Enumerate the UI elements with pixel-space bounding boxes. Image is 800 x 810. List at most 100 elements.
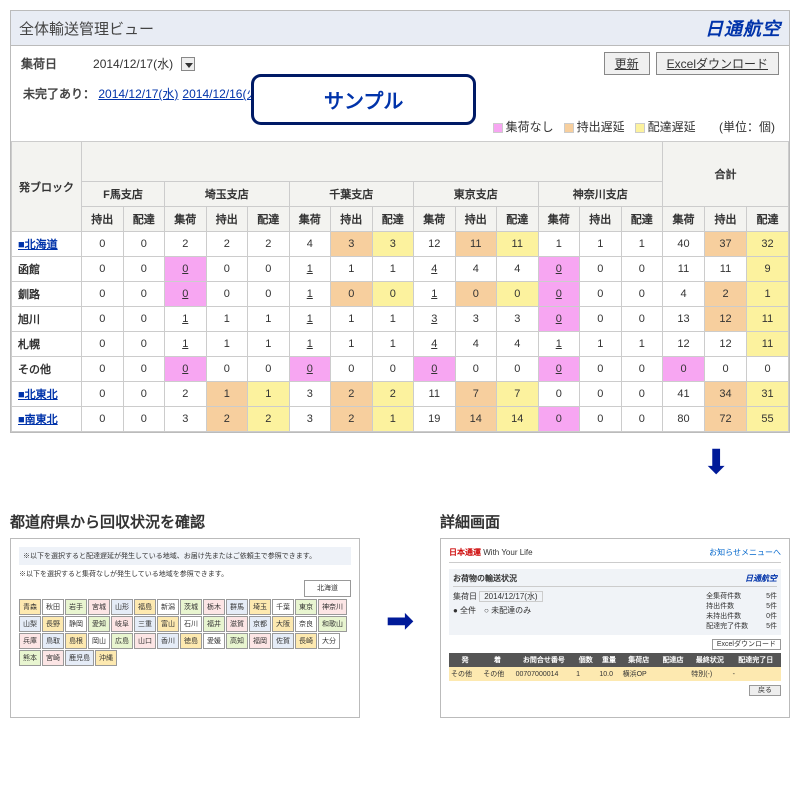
- date-label: 集荷日: [21, 55, 57, 72]
- pref-cell[interactable]: 徳島: [180, 633, 202, 649]
- pref-cell[interactable]: 埼玉: [249, 599, 271, 615]
- pref-cell[interactable]: 広島: [111, 633, 133, 649]
- row-header: 旭川: [12, 307, 82, 332]
- pref-cell[interactable]: 栃木: [203, 599, 225, 615]
- pref-cell[interactable]: 茨城: [180, 599, 202, 615]
- pref-cell[interactable]: 福岡: [249, 633, 271, 649]
- pref-cell[interactable]: 神奈川: [318, 599, 347, 615]
- data-cell: 4: [497, 257, 539, 282]
- data-cell: 0: [248, 357, 290, 382]
- map-note1: ※以下を選択すると配達遅延が発生している地域、お届け先またはご依頼主で参照できま…: [19, 547, 351, 565]
- pref-cell[interactable]: 秋田: [42, 599, 64, 615]
- data-cell: 0: [82, 357, 124, 382]
- pref-cell[interactable]: 三重: [134, 616, 156, 632]
- pref-cell[interactable]: 宮崎: [42, 650, 64, 666]
- pref-cell[interactable]: 和歌山: [318, 616, 347, 632]
- pref-cell[interactable]: 鹿児島: [65, 650, 94, 666]
- pref-cell[interactable]: 富山: [157, 616, 179, 632]
- data-cell: 14: [455, 407, 497, 432]
- pref-cell[interactable]: 奈良: [295, 616, 317, 632]
- pref-cell[interactable]: 大阪: [272, 616, 294, 632]
- legend-swatch: [635, 123, 645, 133]
- data-cell: 3: [455, 307, 497, 332]
- detail-thumb: 日本通運 With Your Life お知らせメニューへ お荷物の輸送状況 日…: [440, 538, 790, 718]
- data-cell: 3: [289, 407, 331, 432]
- pref-cell[interactable]: 長崎: [295, 633, 317, 649]
- pref-cell[interactable]: 愛知: [88, 616, 110, 632]
- data-cell: 2: [248, 232, 290, 257]
- pref-cell[interactable]: 兵庫: [19, 633, 41, 649]
- pref-cell[interactable]: 群馬: [226, 599, 248, 615]
- pref-cell[interactable]: 千葉: [272, 599, 294, 615]
- detail-back-button[interactable]: 戻る: [749, 685, 781, 696]
- pref-cell[interactable]: 岐阜: [111, 616, 133, 632]
- detail-back-link[interactable]: お知らせメニューへ: [709, 547, 781, 558]
- row-header[interactable]: ■南東北: [12, 407, 82, 432]
- data-cell: 55: [747, 407, 789, 432]
- data-cell: 1: [331, 332, 373, 357]
- row-header[interactable]: ■北海道: [12, 232, 82, 257]
- data-cell: 0: [663, 357, 705, 382]
- pref-cell[interactable]: 福島: [134, 599, 156, 615]
- branch-header: 千葉支店: [289, 182, 414, 207]
- pref-cell[interactable]: 山梨: [19, 616, 41, 632]
- pref-cell[interactable]: 静岡: [65, 616, 87, 632]
- data-cell: 0: [580, 382, 622, 407]
- detail-col: 重量: [597, 653, 620, 667]
- data-cell: 0: [372, 282, 414, 307]
- data-cell: 0: [621, 357, 663, 382]
- data-cell: 1: [289, 282, 331, 307]
- data-cell: 3: [414, 307, 456, 332]
- pref-cell[interactable]: 石川: [180, 616, 202, 632]
- map-title: 都道府県から回収状況を確認: [10, 511, 360, 532]
- legend-swatch: [564, 123, 574, 133]
- pref-cell[interactable]: 滋賀: [226, 616, 248, 632]
- update-button[interactable]: 更新: [604, 52, 650, 75]
- pref-cell[interactable]: 熊本: [19, 650, 41, 666]
- pref-cell[interactable]: 新潟: [157, 599, 179, 615]
- pref-cell[interactable]: 鳥取: [42, 633, 64, 649]
- data-cell: 2: [331, 407, 373, 432]
- pref-cell[interactable]: 京都: [249, 616, 271, 632]
- pref-cell[interactable]: 島根: [65, 633, 87, 649]
- pref-cell[interactable]: 愛媛: [203, 633, 225, 649]
- pending-date-link[interactable]: 2014/12/17(水): [98, 87, 178, 101]
- data-cell: 0: [82, 332, 124, 357]
- pref-cell[interactable]: 高知: [226, 633, 248, 649]
- pref-cell[interactable]: 長野: [42, 616, 64, 632]
- detail-excel-button[interactable]: Excelダウンロード: [712, 639, 781, 650]
- pref-cell[interactable]: 山口: [134, 633, 156, 649]
- pref-cell[interactable]: 青森: [19, 599, 41, 615]
- pref-cell[interactable]: 岩手: [65, 599, 87, 615]
- data-cell: 1: [289, 332, 331, 357]
- pref-cell[interactable]: 香川: [157, 633, 179, 649]
- pref-cell[interactable]: 佐賀: [272, 633, 294, 649]
- data-cell: 1: [372, 307, 414, 332]
- data-cell: 3: [497, 307, 539, 332]
- excel-button[interactable]: Excelダウンロード: [656, 52, 779, 75]
- pref-hokkaido[interactable]: 北海道: [304, 580, 351, 597]
- data-cell: 1: [747, 282, 789, 307]
- data-cell: 3: [289, 382, 331, 407]
- data-cell: 0: [82, 282, 124, 307]
- pref-cell[interactable]: 岡山: [88, 633, 110, 649]
- pref-cell[interactable]: 大分: [318, 633, 340, 649]
- data-cell: 0: [206, 282, 248, 307]
- row-header[interactable]: ■北東北: [12, 382, 82, 407]
- row-header: 釧路: [12, 282, 82, 307]
- data-cell: 0: [580, 357, 622, 382]
- date-dropdown-icon[interactable]: [181, 57, 195, 71]
- pref-cell[interactable]: 山形: [111, 599, 133, 615]
- data-cell: 0: [538, 407, 580, 432]
- data-cell: 1: [538, 332, 580, 357]
- pref-cell[interactable]: 宮城: [88, 599, 110, 615]
- pref-cell[interactable]: 沖縄: [95, 650, 117, 666]
- data-cell: 4: [455, 332, 497, 357]
- data-cell: 0: [248, 257, 290, 282]
- data-cell: 1: [248, 382, 290, 407]
- pref-cell[interactable]: 福井: [203, 616, 225, 632]
- detail-cell: その他: [449, 667, 481, 681]
- pref-cell[interactable]: 東京: [295, 599, 317, 615]
- data-cell: 2: [248, 407, 290, 432]
- data-cell: 19: [414, 407, 456, 432]
